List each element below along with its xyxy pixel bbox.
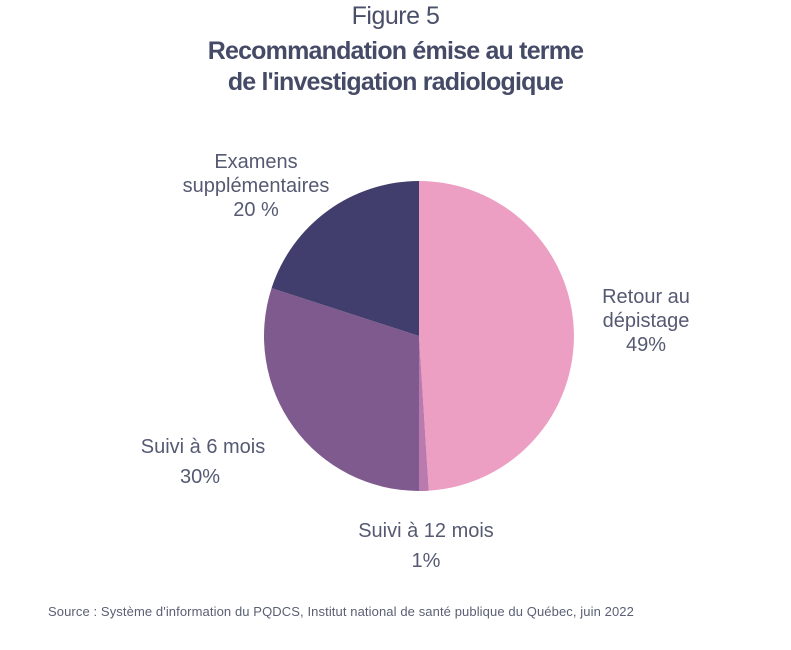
source-note: Source : Système d'information du PQDCS,…	[48, 604, 634, 619]
slice-label-examens-line-2: supplémentaires	[182, 175, 330, 197]
slice-retour-au-depistage	[419, 181, 574, 491]
slice-suivi-12-mois	[419, 336, 429, 491]
slice-label-retour-au-depistage: Retour au dépistage 49%	[583, 285, 709, 357]
slice-value-suivi-6: 30%	[180, 466, 221, 488]
chart-title: Recommandation émise au terme de l'inves…	[0, 36, 791, 98]
slice-label-examens-line-1: Examens	[214, 151, 298, 173]
slice-label-suivi-12-line-1: Suivi à 12 mois	[358, 520, 494, 542]
slice-label-suivi-12-mois: Suivi à 12 mois 1%	[343, 516, 509, 576]
slice-value-examens: 20 %	[233, 199, 279, 221]
slice-label-retour-line-1: Retour au	[602, 286, 690, 308]
slice-examens-supplementaires	[271, 181, 419, 336]
pie-slices	[264, 181, 574, 491]
slice-suivi-6-mois	[264, 288, 419, 491]
slice-label-examens-supplementaires: Examens supplémentaires 20 %	[170, 150, 342, 222]
slice-label-retour-line-2: dépistage	[602, 310, 690, 332]
slice-label-suivi-6-line-1: Suivi à 6 mois	[140, 436, 266, 458]
chart-title-line-2: de l'investigation radiologique	[227, 68, 564, 96]
slice-value-suivi-12: 1%	[411, 550, 441, 572]
figure-label: Figure 5	[351, 2, 440, 30]
slice-value-retour: 49%	[625, 334, 667, 356]
slice-label-suivi-6-mois: Suivi à 6 mois 30%	[128, 432, 278, 492]
chart-title-line-1: Recommandation émise au terme	[207, 37, 584, 65]
